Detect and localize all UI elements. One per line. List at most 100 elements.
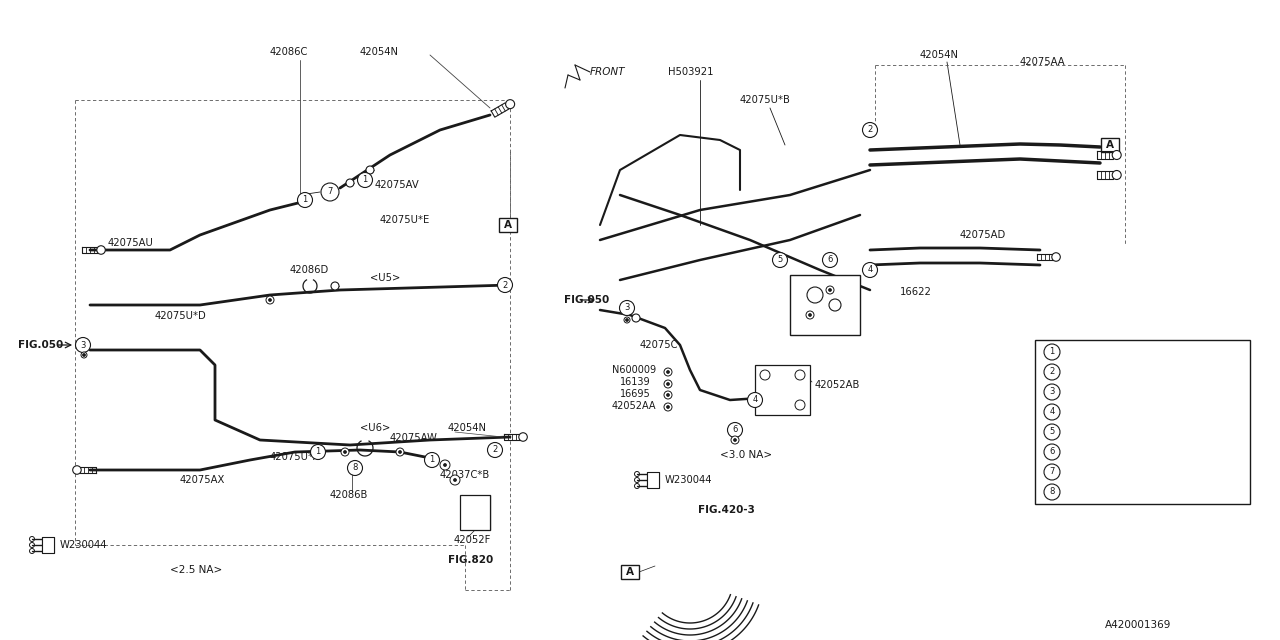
Text: 8: 8 [352, 463, 357, 472]
Circle shape [733, 438, 736, 442]
Text: 1: 1 [429, 456, 435, 465]
Circle shape [863, 262, 878, 278]
Circle shape [1044, 384, 1060, 400]
Text: 1: 1 [315, 447, 320, 456]
Text: 42075AU: 42075AU [108, 238, 154, 248]
Circle shape [396, 448, 404, 456]
Circle shape [809, 314, 812, 317]
Circle shape [1044, 444, 1060, 460]
Circle shape [1044, 484, 1060, 500]
Circle shape [82, 353, 86, 356]
Circle shape [664, 403, 672, 411]
Text: 2: 2 [868, 125, 873, 134]
Circle shape [346, 179, 355, 187]
Text: H503921: H503921 [668, 67, 713, 77]
Circle shape [727, 422, 742, 438]
Text: 42075U*D: 42075U*D [155, 311, 207, 321]
Text: 42052F: 42052F [453, 535, 490, 545]
Circle shape [863, 122, 878, 138]
Circle shape [632, 314, 640, 322]
Text: <2.5 NA>: <2.5 NA> [170, 565, 223, 575]
Bar [42, 537, 54, 553]
Text: A: A [1106, 140, 1114, 150]
Circle shape [1052, 253, 1060, 261]
Text: 42075U*E: 42075U*E [380, 215, 430, 225]
Text: FRONT: FRONT [590, 67, 626, 77]
Text: 42075U*B: 42075U*B [740, 95, 791, 105]
Circle shape [498, 278, 512, 292]
Circle shape [1044, 424, 1060, 440]
Text: 5: 5 [777, 255, 782, 264]
Text: 42054N: 42054N [448, 423, 486, 433]
Circle shape [425, 452, 439, 467]
Circle shape [73, 466, 81, 474]
Text: 42052AB: 42052AB [815, 380, 860, 390]
Text: W230044: W230044 [60, 540, 108, 550]
Circle shape [1044, 364, 1060, 380]
Circle shape [332, 282, 339, 290]
Circle shape [667, 383, 669, 385]
Circle shape [340, 448, 349, 456]
Text: <3.0 NA>: <3.0 NA> [719, 450, 772, 460]
Circle shape [266, 296, 274, 304]
Circle shape [398, 451, 402, 454]
Text: 42086B: 42086B [330, 490, 369, 500]
Text: FIG.050: FIG.050 [18, 340, 63, 350]
Circle shape [1044, 404, 1060, 420]
Text: 42086F: 42086F [1073, 487, 1115, 497]
Circle shape [731, 436, 739, 444]
Circle shape [826, 286, 835, 294]
Circle shape [488, 442, 503, 458]
Circle shape [667, 394, 669, 397]
Text: 42075AW: 42075AW [390, 433, 438, 443]
Text: 42052AA: 42052AA [612, 401, 657, 411]
Bar [646, 472, 659, 488]
Circle shape [823, 253, 837, 268]
Circle shape [748, 392, 763, 408]
Text: 8: 8 [1050, 488, 1055, 497]
Text: 42037F*B: 42037F*B [1073, 367, 1128, 377]
Text: 16139: 16139 [620, 377, 650, 387]
Circle shape [97, 246, 105, 254]
Circle shape [626, 319, 628, 321]
Circle shape [806, 311, 814, 319]
Text: 6: 6 [1050, 447, 1055, 456]
Text: 42075U*A: 42075U*A [270, 452, 321, 462]
Text: 4: 4 [1050, 408, 1055, 417]
Text: 1: 1 [1050, 348, 1055, 356]
Text: 42086E: 42086E [1073, 467, 1115, 477]
Text: <U6>: <U6> [360, 423, 390, 433]
Circle shape [1044, 344, 1060, 360]
Circle shape [773, 253, 787, 268]
Text: 16622: 16622 [900, 287, 932, 297]
Text: W230044: W230044 [666, 475, 713, 485]
Text: 1: 1 [302, 195, 307, 205]
Text: N600009: N600009 [612, 365, 657, 375]
Text: 3: 3 [1050, 387, 1055, 397]
Text: 1: 1 [362, 175, 367, 184]
Text: 42037C*E: 42037C*E [1073, 407, 1129, 417]
Text: FIG.820: FIG.820 [448, 555, 493, 565]
Text: FIG.050: FIG.050 [564, 295, 609, 305]
Circle shape [357, 173, 372, 188]
Circle shape [443, 463, 447, 467]
Bar [621, 565, 639, 579]
Text: 42037Q: 42037Q [1073, 427, 1117, 437]
Circle shape [311, 445, 325, 460]
Circle shape [81, 352, 87, 358]
Text: 3: 3 [81, 340, 86, 349]
Text: 7: 7 [328, 188, 333, 196]
Bar [755, 365, 810, 415]
Circle shape [440, 460, 451, 470]
Text: 16695: 16695 [620, 389, 650, 399]
Text: 2: 2 [493, 445, 498, 454]
Circle shape [828, 289, 832, 291]
Text: 42075AX: 42075AX [180, 475, 225, 485]
Text: 7: 7 [1050, 467, 1055, 477]
Text: 5: 5 [1050, 428, 1055, 436]
Text: 4: 4 [868, 266, 873, 275]
Circle shape [347, 461, 362, 476]
Bar [1101, 138, 1119, 152]
Circle shape [664, 380, 672, 388]
Circle shape [506, 100, 515, 109]
